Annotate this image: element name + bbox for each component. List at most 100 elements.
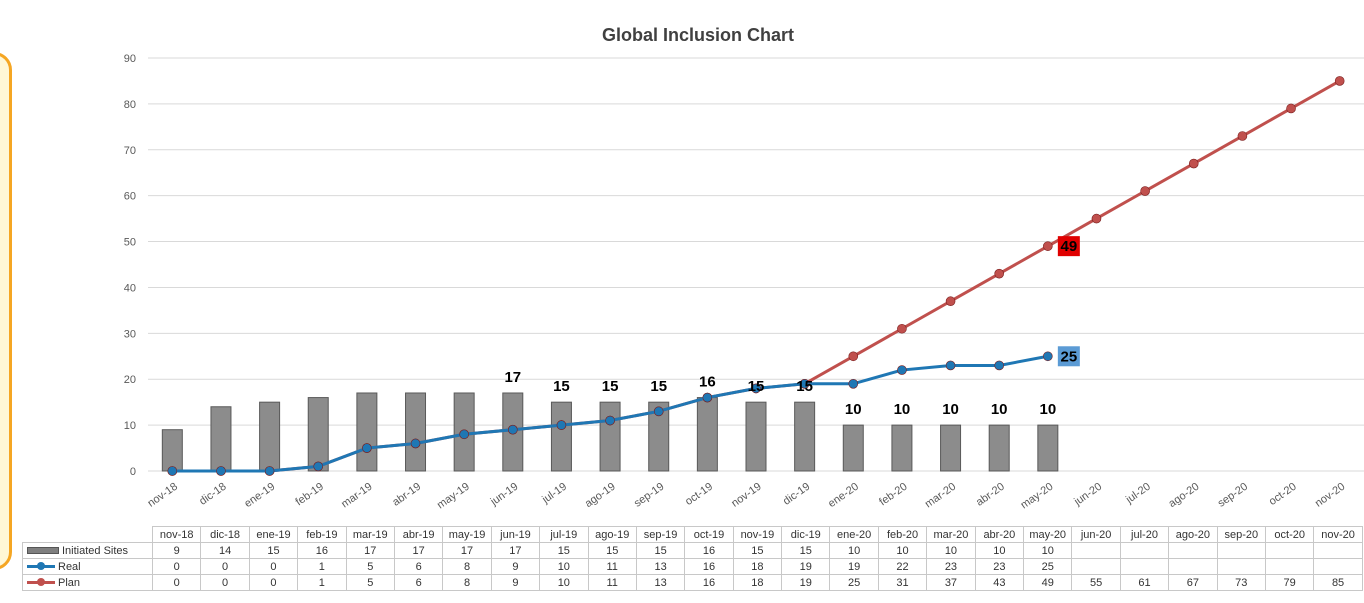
series-name: Real: [58, 560, 81, 573]
bar-value-label: 10: [894, 401, 911, 418]
end-label: 25: [1060, 348, 1077, 365]
table-cell: 85: [1313, 574, 1363, 591]
series-point: [216, 466, 226, 476]
table-cell: 17: [442, 542, 492, 559]
series-point: [897, 365, 907, 375]
table-cell: 61: [1119, 574, 1170, 591]
table-cell: [1119, 558, 1170, 575]
x-tick-label: jul-19: [539, 481, 569, 507]
table-cell: 9: [490, 558, 541, 575]
bar-value-label: 15: [796, 378, 813, 395]
table-cell: 22: [877, 558, 928, 575]
series-point: [945, 296, 956, 307]
table-header-cell: sep-19: [635, 526, 686, 543]
table-cell: 10: [877, 542, 928, 559]
series-point: [1188, 158, 1199, 169]
bar: [550, 401, 572, 472]
table-cell: 16: [297, 542, 347, 559]
table-cell: 0: [200, 558, 250, 575]
table-row-label: Plan: [22, 574, 153, 591]
x-tick-label: sep-19: [632, 481, 666, 510]
table-cell: 15: [248, 542, 299, 559]
table-cell: 5: [345, 574, 395, 591]
y-tick-label: 80: [124, 99, 136, 111]
bar-value-label: 15: [748, 378, 765, 395]
table-row: Initiated Sites 9 14 15 16 17 17 17 17 15 15 15 16 15…: [22, 542, 1363, 559]
x-ticks: nov-18 dic-18 ene-19 feb-19 mar-19 abr-19 may-…: [146, 481, 1348, 512]
table-cell: [1071, 542, 1121, 559]
x-tick-label: feb-20: [877, 481, 909, 509]
table-cell: [1071, 558, 1121, 575]
table-header-cell: jun-19: [490, 526, 541, 543]
y-tick-label: 60: [124, 191, 136, 203]
table-header-cell: ago-19: [587, 526, 637, 543]
end-label-box: [1057, 236, 1080, 257]
bar: [648, 401, 670, 472]
table-cell: 9: [490, 574, 541, 591]
table-header-cell: sep-20: [1216, 526, 1266, 543]
y-tick-label: 90: [124, 53, 136, 65]
table-cell: [1216, 542, 1266, 559]
series-point: [167, 466, 178, 476]
table-cell: 73: [1216, 574, 1266, 591]
bar: [356, 392, 378, 472]
y-tick-label: 30: [124, 328, 136, 340]
table-cell: 6: [393, 558, 444, 575]
table-header-cell: oct-20: [1264, 526, 1315, 543]
series-point: [410, 438, 421, 449]
y-tick-label: 20: [124, 374, 136, 386]
table-header-cell: mar-19: [345, 526, 395, 543]
table-row-label: Initiated Sites: [22, 542, 153, 559]
table-cell: 19: [781, 574, 831, 591]
bar: [794, 401, 816, 472]
x-tick-label: ene-19: [242, 481, 277, 510]
y-tick-label: 50: [124, 237, 136, 249]
series-point: [653, 406, 664, 417]
series-point: [848, 351, 859, 362]
table-cell: 11: [587, 574, 637, 591]
x-tick-label: jun-20: [1071, 481, 1104, 509]
table-cell: [1313, 558, 1363, 575]
series-point: [897, 323, 907, 334]
series-point: [1237, 131, 1248, 141]
bar-value-label: 10: [845, 401, 862, 418]
x-tick-label: jun-19: [488, 481, 521, 509]
table-header-cell: abr-20: [974, 526, 1025, 543]
table-cell: 79: [1264, 574, 1315, 591]
table-cell: 0: [200, 574, 250, 591]
table-cell: 15: [587, 542, 637, 559]
table-cell: 67: [1168, 574, 1218, 591]
series-point: [751, 383, 761, 394]
series-point: [945, 360, 956, 371]
y-tick-label: 70: [124, 145, 136, 157]
x-tick-label: nov-18: [146, 481, 180, 510]
table-header-cell: ene-19: [248, 526, 299, 543]
series-point: [1140, 186, 1150, 196]
table-header-cell: may-20: [1023, 526, 1073, 543]
bar-value-label: 15: [602, 378, 619, 395]
table-cell: 31: [877, 574, 928, 591]
table-cell: 1: [297, 558, 347, 575]
table-header-cell: jun-20: [1071, 526, 1121, 543]
series-point: [848, 379, 859, 389]
x-tick-label: mar-19: [339, 481, 374, 511]
table-cell: 15: [539, 542, 589, 559]
table-cell: 10: [539, 558, 589, 575]
table-cell: 23: [926, 558, 976, 575]
x-tick-label: sep-20: [1216, 481, 1250, 510]
series-point: [507, 424, 518, 435]
series-point: [362, 443, 372, 453]
x-tick-label: feb-19: [294, 481, 326, 509]
table-row: Plan 0 0 0 1 5 6 8 9 10 11 13 16 18 19 25 31 37 43 49 55 61 67…: [22, 574, 1363, 591]
table-cell: 23: [974, 558, 1025, 575]
table-corner: [23, 527, 153, 543]
table-cell: 13: [635, 574, 686, 591]
table-header-cell: dic-18: [200, 526, 250, 543]
x-tick-label: nov-19: [729, 481, 763, 510]
x-tick-label: mar-20: [923, 481, 958, 511]
table-cell: 0: [151, 558, 202, 575]
table-cell: 14: [200, 542, 250, 559]
table-cell: 6: [393, 574, 444, 591]
table-header-cell: ene-20: [829, 526, 879, 543]
table-header-cell: abr-19: [393, 526, 444, 543]
